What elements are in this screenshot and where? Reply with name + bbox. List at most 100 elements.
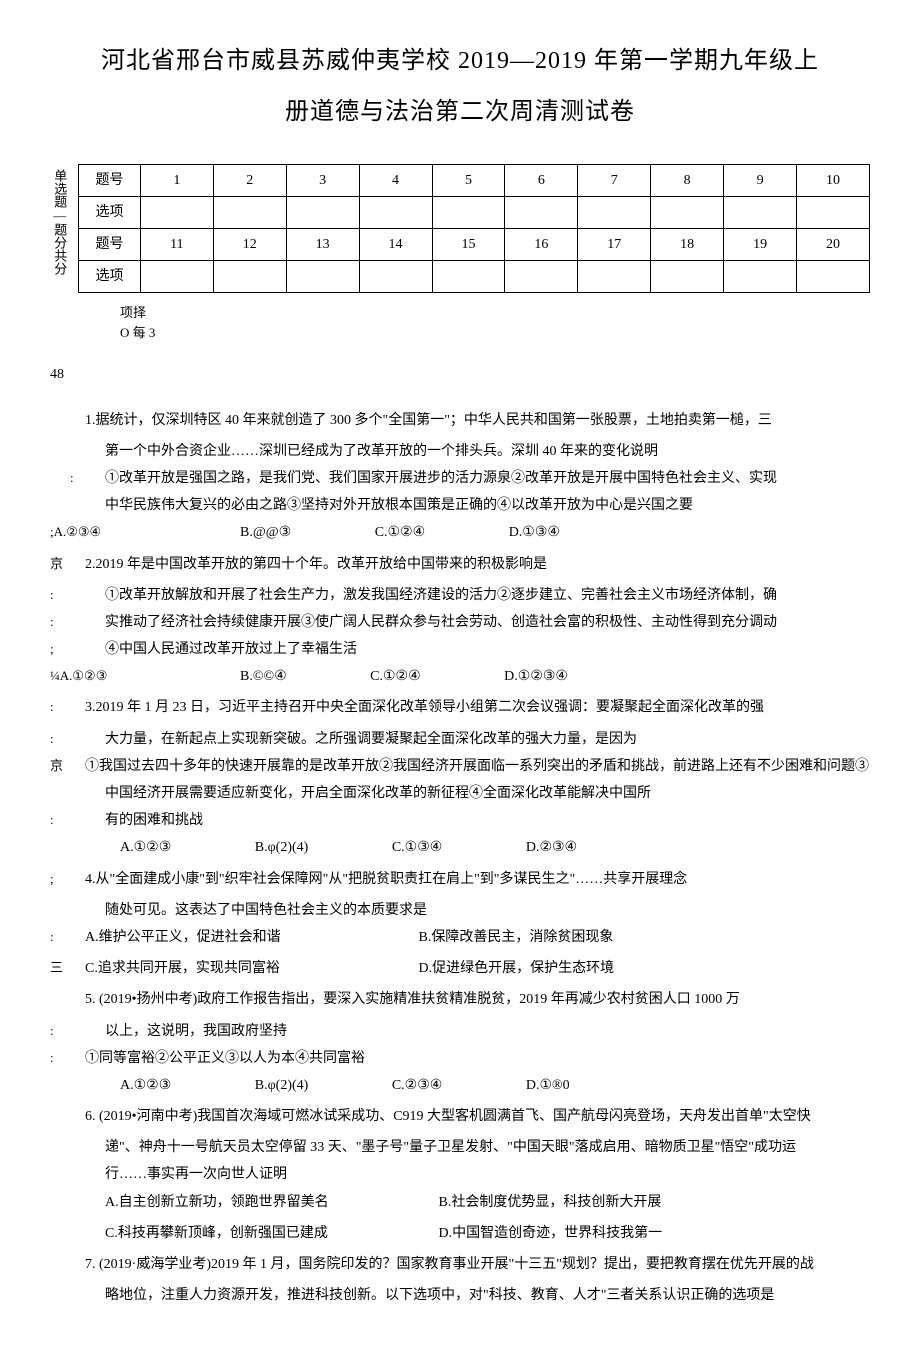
answer-section: 单选题—题分共分 题号 1 2 3 4 5 6 7 8 9 10 选项 xyxy=(50,164,870,293)
option-a: A.①②③ xyxy=(120,1073,171,1098)
section-label: 单选题—题分共分 xyxy=(50,164,68,275)
question-text: ①我国过去四十多年的快速开展靠的是改革开放②我国经济开展面临一系列突出的矛盾和挑… xyxy=(50,754,870,779)
question-text: 中国经济开展需要适应新变化，开启全面深化改革的新征程④全面深化改革能解决中国所 xyxy=(50,781,870,806)
question-text: ①改革开放解放和开展了社会生产力，激发我国经济建设的活力②逐步建立、完善社会主义… xyxy=(50,583,870,608)
table-cell[interactable] xyxy=(505,261,578,293)
margin-marker: : xyxy=(50,925,54,948)
table-cell: 20 xyxy=(797,229,870,261)
margin-marker: : xyxy=(50,808,54,831)
page-title: 河北省邢台市威县苏威仲夷学校 2019—2019 年第一学期九年级上 xyxy=(50,40,870,83)
option-c: C.②③④ xyxy=(392,1073,443,1098)
table-cell[interactable] xyxy=(432,261,505,293)
option-c: C.①②④ xyxy=(370,664,421,689)
margin-marker: ; xyxy=(50,637,54,660)
question-text: 随处可见。这表达了中国特色社会主义的本质要求是 xyxy=(50,898,870,923)
table-cell: 9 xyxy=(724,165,797,197)
question-text: 1.据统计，仅深圳特区 40 年来就创造了 300 多个"全国第一"；中华人民共… xyxy=(50,408,870,433)
row-label: 选项 xyxy=(79,261,141,293)
table-cell[interactable] xyxy=(797,261,870,293)
margin-marker: ;A.②③④ xyxy=(50,520,101,543)
question-text: 实推动了经济社会持续健康开展③使广阔人民群众参与社会劳动、创造社会富的积极性、主… xyxy=(50,610,870,635)
question-text: ①改革开放是强国之路，是我们党、我们国家开展进步的活力源泉②改革开放是开展中国特… xyxy=(50,466,870,491)
option-d: D.①②③④ xyxy=(504,664,568,689)
question-text: 5. (2019•扬州中考)政府工作报告指出，要深入实施精准扶贫精准脱贫，201… xyxy=(50,987,870,1012)
question-text: 4.从"全面建成小康"到"织牢社会保障网"从"把脱贫职责扛在肩上"到"多谋民生之… xyxy=(50,867,870,892)
question-text: ①同等富裕②公平正义③以人为本④共同富裕 xyxy=(50,1046,870,1071)
table-cell: 4 xyxy=(359,165,432,197)
table-cell[interactable] xyxy=(359,197,432,229)
option-a: A.自主创新立新功，领跑世界留美名 xyxy=(105,1190,435,1215)
table-cell: 7 xyxy=(578,165,651,197)
option-d: D.①®0 xyxy=(526,1073,570,1098)
question-text: 略地位，注重人力资源开发，推进科技创新。以下选项中，对"科技、教育、人才"三者关… xyxy=(50,1283,870,1308)
row-label: 题号 xyxy=(79,229,141,261)
table-cell: 8 xyxy=(651,165,724,197)
table-cell: 1 xyxy=(140,165,213,197)
table-cell[interactable] xyxy=(140,261,213,293)
table-cell[interactable] xyxy=(359,261,432,293)
table-cell[interactable] xyxy=(213,261,286,293)
table-cell: 3 xyxy=(286,165,359,197)
option-b: B.@@③ xyxy=(240,520,291,545)
question-text: 中华民族伟大复兴的必由之路③坚持对外开放根本国策是正确的④以改革开放为中心是兴国… xyxy=(50,493,870,518)
option-c: C.①②④ xyxy=(375,520,426,545)
table-row: 选项 xyxy=(79,197,870,229)
option-d: D.①③④ xyxy=(509,520,560,545)
table-cell[interactable] xyxy=(286,261,359,293)
question-text: 7. (2019·威海学业考)2019 年 1 月，国务院印发的？国家教育事业开… xyxy=(50,1252,870,1277)
margin-marker: ¼A.①②③ xyxy=(50,664,107,687)
option-a: A.①②③ xyxy=(120,835,171,860)
table-cell: 2 xyxy=(213,165,286,197)
question-text: 行……事实再一次向世人证明 xyxy=(50,1162,870,1187)
option-b: B.©©④ xyxy=(240,664,287,689)
option-b: B.φ(2)(4) xyxy=(255,835,309,860)
table-cell[interactable] xyxy=(286,197,359,229)
table-cell[interactable] xyxy=(724,261,797,293)
question-text: 3.2019 年 1 月 23 日，习近平主持召开中央全面深化改革领导小组第二次… xyxy=(50,695,870,720)
margin-marker: 京 xyxy=(50,552,63,575)
margin-marker: : xyxy=(50,583,54,606)
question-text: 6. (2019•河南中考)我国首次海域可燃冰试采成功、C919 大型客机圆满首… xyxy=(50,1104,870,1129)
table-row: 选项 xyxy=(79,261,870,293)
table-cell[interactable] xyxy=(724,197,797,229)
table-cell[interactable] xyxy=(140,197,213,229)
question-text: 递"、神舟十一号航天员太空停留 33 天、"墨子号"量子卫星发射、"中国天眼"落… xyxy=(50,1135,870,1160)
option-a: A.维护公平正义，促进社会和谐 xyxy=(85,925,415,950)
option-d: D.促进绿色开展，保护生态环境 xyxy=(419,961,615,976)
table-cell: 15 xyxy=(432,229,505,261)
answer-table: 题号 1 2 3 4 5 6 7 8 9 10 选项 题号 11 xyxy=(78,164,870,293)
table-cell: 14 xyxy=(359,229,432,261)
margin-marker: : xyxy=(50,695,54,718)
table-cell: 12 xyxy=(213,229,286,261)
table-cell: 16 xyxy=(505,229,578,261)
option-b: B.社会制度优势显，科技创新大开展 xyxy=(439,1195,662,1210)
margin-marker: 三 xyxy=(50,956,63,979)
table-cell[interactable] xyxy=(651,197,724,229)
table-cell: 5 xyxy=(432,165,505,197)
table-cell: 17 xyxy=(578,229,651,261)
option-d: D.中国智造创奇迹，世界科技我第一 xyxy=(439,1226,663,1241)
table-cell[interactable] xyxy=(578,197,651,229)
table-cell[interactable] xyxy=(432,197,505,229)
margin-marker: ; xyxy=(50,867,54,890)
margin-marker: 京 xyxy=(50,754,63,777)
option-c: C.①③④ xyxy=(392,835,443,860)
option-c: C.科技再攀新顶峰，创新强国已建成 xyxy=(105,1221,435,1246)
margin-marker: : xyxy=(50,1019,54,1042)
table-cell[interactable] xyxy=(797,197,870,229)
table-cell: 18 xyxy=(651,229,724,261)
table-cell: 19 xyxy=(724,229,797,261)
margin-marker: : xyxy=(70,466,74,489)
table-cell[interactable] xyxy=(651,261,724,293)
row-label: 选项 xyxy=(79,197,141,229)
question-text: 以上，这说明，我国政府坚持 xyxy=(50,1019,870,1044)
table-cell: 10 xyxy=(797,165,870,197)
table-cell: 6 xyxy=(505,165,578,197)
table-cell[interactable] xyxy=(505,197,578,229)
question-text: ④中国人民通过改革开放过上了幸福生活 xyxy=(50,637,870,662)
margin-marker: : xyxy=(50,727,54,750)
table-cell[interactable] xyxy=(213,197,286,229)
table-cell: 13 xyxy=(286,229,359,261)
table-cell[interactable] xyxy=(578,261,651,293)
question-text: 有的困难和挑战 xyxy=(50,808,870,833)
